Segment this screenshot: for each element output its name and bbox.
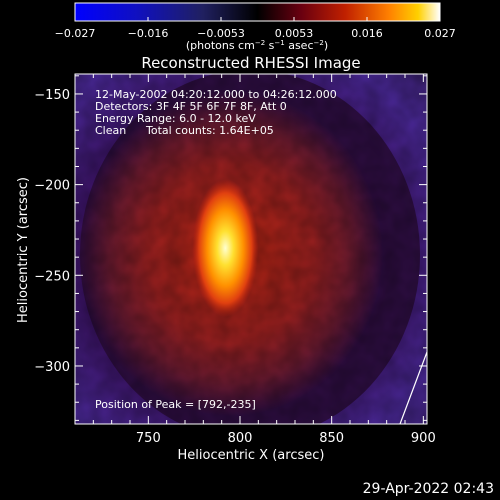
heatmap-image	[75, 74, 427, 424]
y-tick-label: −300	[34, 360, 70, 375]
x-axis-ticks: 750 800 850 900	[92, 74, 436, 446]
y-tick-label: −250	[34, 269, 70, 284]
y-tick-label: −200	[34, 179, 70, 194]
colorbar: −0.027 −0.016 −0.0053 0.0053 0.016 0.027 (pho…	[55, 2, 456, 52]
colorbar-tick-label: 0.016	[351, 27, 383, 40]
annotation-clean: Clean	[95, 124, 126, 137]
chart-title: Reconstructed RHESSI Image	[141, 54, 360, 72]
y-tick-label: −150	[34, 88, 70, 103]
annotation-energy: Energy Range: 6.0 - 12.0 keV	[95, 112, 256, 125]
limb-line	[399, 351, 427, 424]
y-axis-ticks: −150 −200 −250 −300	[34, 75, 427, 421]
annotation-detectors: Detectors: 3F 4F 5F 6F 7F 8F, Att 0	[95, 100, 287, 113]
colorbar-gradient	[74, 2, 441, 22]
annotation-peak: Position of Peak = [792,-235]	[95, 398, 256, 411]
colorbar-label: (photons cm−2 s−1 asec−2)	[186, 39, 328, 52]
x-axis-label: Heliocentric X (arcsec)	[178, 448, 325, 463]
x-tick-label: 850	[319, 431, 344, 446]
colorbar-tick-label: −0.0053	[197, 27, 245, 40]
colorbar-tick-label: 0.0053	[275, 27, 314, 40]
annotation-total-counts: Total counts: 1.64E+05	[145, 124, 274, 137]
peak-source	[192, 179, 259, 318]
colorbar-tick-label: −0.027	[55, 27, 96, 40]
footer-timestamp: 29-Apr-2022 02:43	[362, 481, 494, 497]
plot-frame	[74, 73, 428, 425]
colorbar-tick-label: 0.027	[424, 27, 456, 40]
colorbar-ticks: −0.027 −0.016 −0.0053 0.0053 0.016 0.027	[55, 17, 456, 40]
x-tick-label: 900	[411, 431, 436, 446]
x-tick-label: 800	[228, 431, 253, 446]
y-axis-label: Heliocentric Y (arcsec)	[16, 177, 31, 323]
annotation-time-range: 12-May-2002 04:20:12.000 to 04:26:12.000	[95, 88, 337, 101]
x-tick-label: 750	[136, 431, 161, 446]
colorbar-tick-label: −0.016	[128, 27, 169, 40]
